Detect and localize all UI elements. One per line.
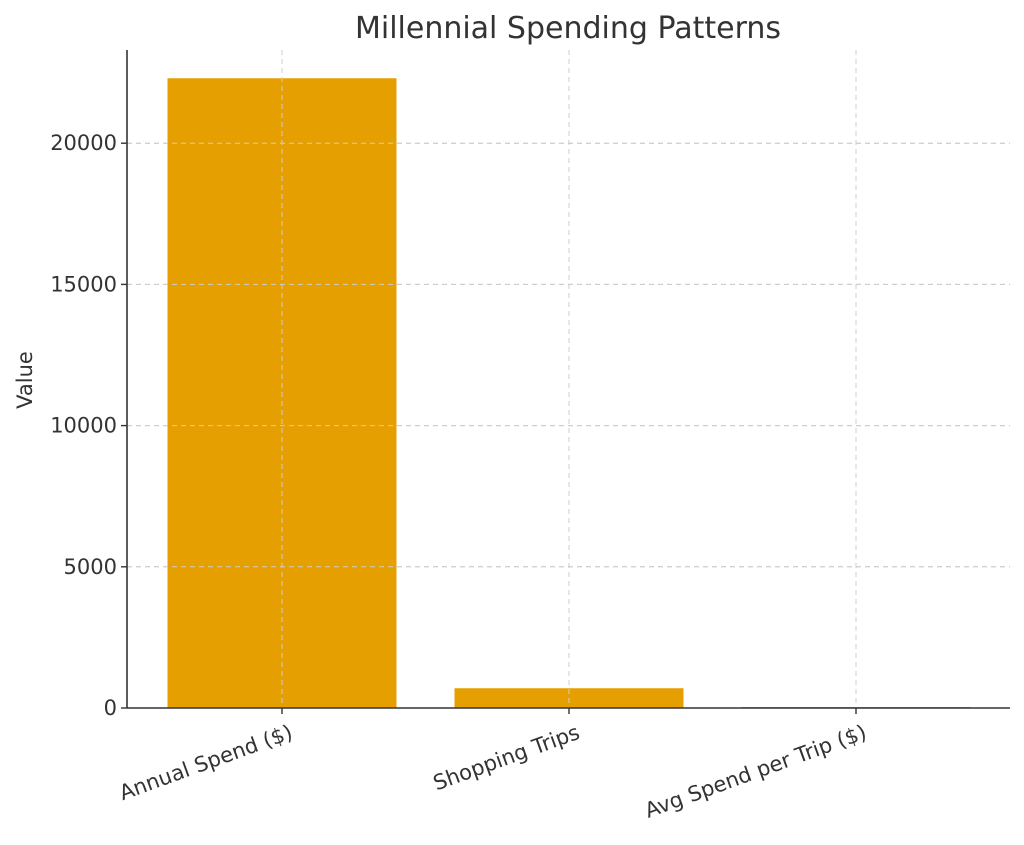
y-tick-label: 10000 xyxy=(50,414,117,438)
y-tick-label: 15000 xyxy=(50,272,117,296)
x-tick-label: Annual Spend ($) xyxy=(116,720,296,805)
y-tick-label: 20000 xyxy=(50,131,117,155)
x-tick-label: Shopping Trips xyxy=(430,720,583,795)
chart-title: Millennial Spending Patterns xyxy=(355,11,781,46)
y-axis-label: Value xyxy=(13,351,37,409)
bars-layer xyxy=(127,50,1010,708)
x-tick-label: Avg Spend per Trip ($) xyxy=(642,720,870,823)
axes-layer xyxy=(121,50,1010,714)
y-tick-label: 5000 xyxy=(64,555,117,579)
y-tick-label: 0 xyxy=(104,696,117,720)
